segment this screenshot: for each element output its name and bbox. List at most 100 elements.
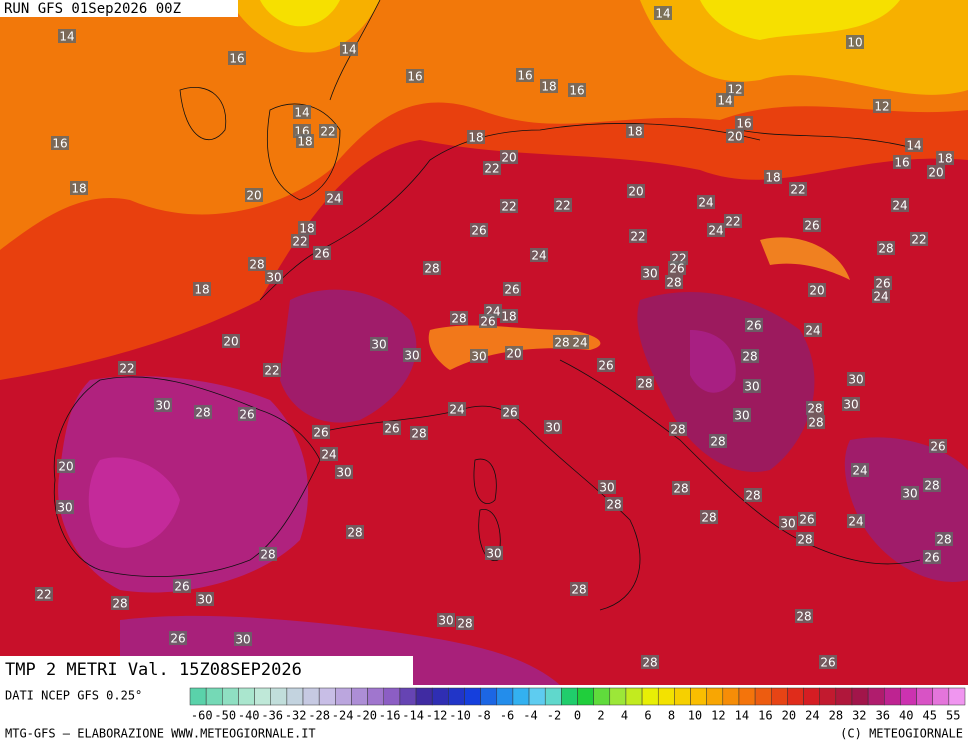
temperature-label: 26 — [503, 282, 521, 297]
label-value: 16 — [407, 70, 422, 84]
color-swatch — [302, 687, 320, 706]
color-swatch — [367, 687, 384, 706]
temperature-label: 22 — [483, 161, 501, 176]
label-box — [503, 282, 521, 296]
label-value: 20 — [809, 284, 824, 298]
label-box — [320, 447, 338, 461]
temperature-label: 18 — [467, 130, 485, 145]
temperature-label: 26 — [745, 318, 763, 333]
color-swatch — [464, 687, 481, 706]
header-box — [0, 0, 238, 17]
legend-tick-label: -6 — [500, 709, 514, 723]
temperature-label: 28 — [641, 655, 659, 670]
label-value: 28 — [808, 416, 823, 430]
temperature-label: 16 — [51, 136, 69, 151]
color-swatch — [496, 687, 514, 706]
legend-tick-label: -60 — [191, 709, 213, 723]
label-value: 16 — [517, 69, 532, 83]
label-box — [636, 376, 654, 390]
temperature-label: 30 — [641, 266, 659, 281]
temperature-label: 16 — [735, 116, 753, 131]
legend-tick-label: -40 — [238, 709, 260, 723]
label-value: 24 — [852, 464, 867, 478]
label-value: 20 — [928, 166, 943, 180]
label-value: 28 — [606, 498, 621, 512]
label-box — [726, 129, 744, 143]
label-box — [847, 514, 865, 528]
temperature-label: 30 — [743, 379, 761, 394]
color-swatch — [480, 687, 498, 706]
label-box — [627, 184, 645, 198]
color-swatch — [754, 687, 772, 706]
temperature-label: 28 — [423, 261, 441, 276]
label-value: 30 — [545, 421, 560, 435]
label-box — [118, 361, 136, 375]
label-box — [169, 631, 187, 645]
legend-tick-label: 16 — [758, 709, 772, 723]
temperature-label: 24 — [325, 191, 343, 206]
temperature-label: 28 — [636, 376, 654, 391]
temperature-label: 26 — [803, 218, 821, 233]
color-swatch — [948, 687, 966, 706]
label-value: 30 — [336, 466, 351, 480]
label-value: 22 — [292, 235, 307, 249]
label-value: 26 — [799, 513, 814, 527]
label-value: 28 — [249, 258, 264, 272]
temperature-label: 28 — [923, 478, 941, 493]
temperature-label: 28 — [553, 335, 571, 350]
color-swatch — [932, 687, 950, 706]
color-swatch — [641, 687, 659, 706]
label-value: 22 — [36, 588, 51, 602]
label-value: 20 — [246, 189, 261, 203]
label-box — [540, 79, 558, 93]
color-swatch — [415, 687, 433, 706]
color-swatch — [222, 687, 239, 706]
temperature-label: 22 — [789, 182, 807, 197]
label-value: 24 — [892, 199, 907, 213]
temperature-label: 28 — [111, 596, 129, 611]
temperature-label: 30 — [842, 397, 860, 412]
legend-tick-label: 45 — [923, 709, 937, 723]
temperature-label: 28 — [806, 401, 824, 416]
label-box — [406, 69, 424, 83]
label-box — [544, 420, 562, 434]
map — [0, 0, 968, 685]
temperature-label: 28 — [248, 257, 266, 272]
footer-left: MTG-GFS — ELABORAZIONE WWW.METEOGIORNALE… — [5, 727, 316, 741]
color-swatch — [867, 687, 885, 706]
label-value: 18 — [501, 310, 516, 324]
label-box — [733, 408, 751, 422]
temperature-label: 30 — [901, 486, 919, 501]
temperature-label: 18 — [936, 151, 954, 166]
label-value: 26 — [313, 426, 328, 440]
label-value: 28 — [260, 548, 275, 562]
data-source: DATI NCEP GFS 0.25° — [5, 689, 142, 703]
label-box — [789, 182, 807, 196]
label-box — [605, 497, 623, 511]
label-box — [872, 289, 890, 303]
label-box — [313, 246, 331, 260]
label-value: 22 — [790, 183, 805, 197]
color-swatch — [674, 687, 691, 706]
label-box — [111, 596, 129, 610]
label-value: 26 — [239, 408, 254, 422]
label-box — [568, 83, 586, 97]
label-box — [238, 407, 256, 421]
temperature-label: 14 — [654, 6, 672, 21]
label-value: 28 — [666, 276, 681, 290]
label-box — [485, 546, 503, 560]
label-box — [58, 29, 76, 43]
temperature-label: 22 — [291, 234, 309, 249]
color-swatch — [819, 687, 837, 706]
label-value: 26 — [504, 283, 519, 297]
color-swatch — [431, 687, 449, 706]
label-box — [804, 323, 822, 337]
label-box — [874, 276, 892, 290]
color-swatch — [238, 687, 255, 706]
label-value: 28 — [796, 610, 811, 624]
temperature-label: 30 — [437, 613, 455, 628]
legend-tick-label: -16 — [379, 709, 401, 723]
label-value: 30 — [744, 380, 759, 394]
label-value: 26 — [875, 277, 890, 291]
label-value: 18 — [541, 80, 556, 94]
